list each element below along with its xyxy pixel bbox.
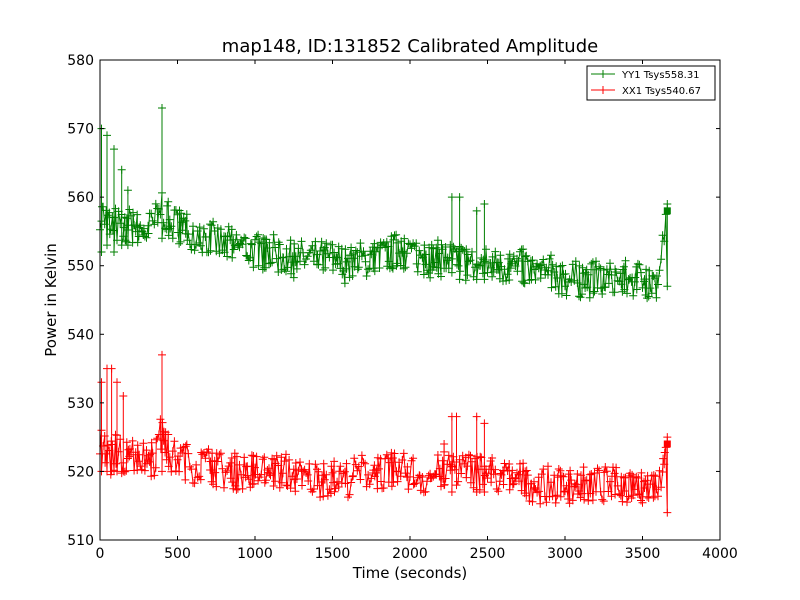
series-end-marker (663, 440, 671, 448)
x-tick-label: 1000 (237, 546, 273, 562)
legend-marker-xx1 (599, 86, 607, 94)
x-tick-label: 4000 (702, 546, 738, 562)
x-tick-label: 3000 (547, 546, 583, 562)
series-markers (96, 104, 672, 303)
plot-data (96, 104, 672, 517)
series-0 (96, 104, 672, 303)
legend-marker-yy1 (599, 70, 607, 78)
x-tick-label: 500 (164, 546, 191, 562)
plot-frame (99, 59, 721, 541)
y-tick-label: 580 (67, 53, 94, 69)
axis-ticks: 0 500 1000 1500 2000 2500 3000 3500 4000 510 520 53… (67, 53, 738, 562)
legend-box (586, 65, 716, 101)
x-tick-label: 2000 (392, 546, 428, 562)
legend: YY1 Tsys558.31 XX1 Tsys540.67 (586, 65, 716, 101)
x-tick-label: 2500 (470, 546, 506, 562)
y-tick-label: 510 (67, 533, 94, 549)
series-1 (96, 350, 672, 517)
x-tick-label: 1500 (315, 546, 351, 562)
y-tick-label: 560 (67, 190, 94, 206)
y-tick-label: 570 (67, 122, 94, 138)
legend-label-xx1: XX1 Tsys540.67 (622, 86, 701, 97)
y-tick-label: 550 (67, 259, 94, 275)
legend-label-yy1: YY1 Tsys558.31 (621, 70, 700, 81)
x-tick-label: 0 (96, 546, 105, 562)
x-axis-label: Time (seconds) (352, 564, 468, 582)
y-axis-label: Power in Kelvin (42, 243, 60, 357)
series-end-marker (663, 207, 671, 215)
y-tick-label: 540 (67, 327, 94, 343)
y-tick-label: 530 (67, 396, 94, 412)
y-tick-label: 520 (67, 464, 94, 480)
chart-title: map148, ID:131852 Calibrated Amplitude (222, 36, 598, 57)
x-tick-label: 3500 (625, 546, 661, 562)
